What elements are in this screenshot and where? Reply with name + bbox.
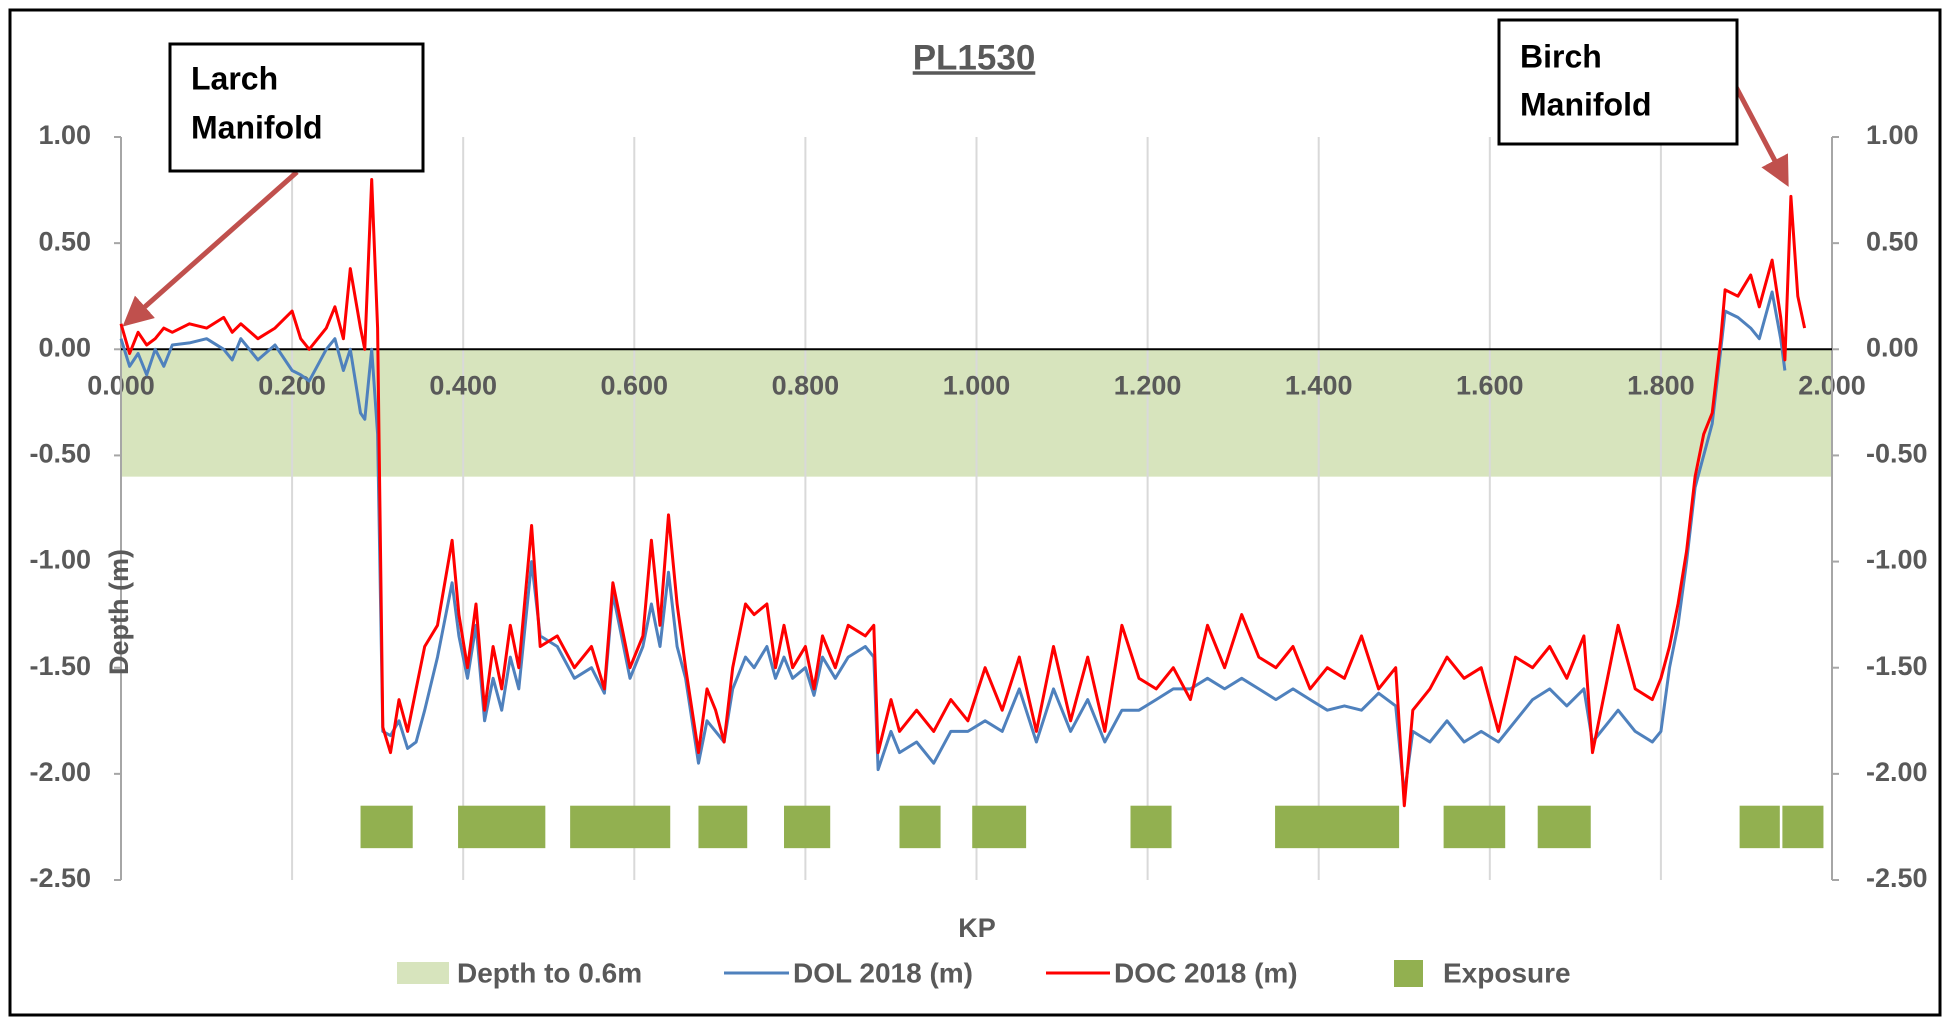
exposure xyxy=(1537,805,1591,849)
y2-tick-label: 1.00 xyxy=(1866,120,1919,150)
exposure xyxy=(698,805,748,849)
chart-title: PL1530 xyxy=(913,38,1036,77)
y-tick-label: -2.00 xyxy=(29,757,91,787)
x-tick-label: 1.200 xyxy=(1114,370,1182,400)
x-tick-label: 0.800 xyxy=(772,370,840,400)
y-tick-label: 0.50 xyxy=(38,226,91,256)
exposure xyxy=(784,805,831,849)
exposure xyxy=(1130,805,1172,849)
y2-tick-label: -1.00 xyxy=(1866,545,1928,575)
legend-label: DOL 2018 (m) xyxy=(793,957,973,988)
y-tick-label: -1.50 xyxy=(29,651,91,681)
x-axis-label: KP xyxy=(958,913,996,943)
y-tick-label: -2.50 xyxy=(29,863,91,893)
exposure xyxy=(1443,805,1506,849)
exposure xyxy=(570,805,671,849)
x-tick-label: 1.800 xyxy=(1627,370,1695,400)
y2-tick-label: -2.00 xyxy=(1866,757,1928,787)
annotation-text: Manifold xyxy=(1520,86,1652,122)
y2-tick-label: 0.50 xyxy=(1866,226,1919,256)
y2-tick-label: 0.00 xyxy=(1866,332,1919,362)
legend-label: DOC 2018 (m) xyxy=(1114,957,1298,988)
legend-swatch xyxy=(397,962,449,984)
legend-label: Exposure xyxy=(1443,957,1571,988)
plot-area: 0.000 0.200 0.400 0.600 0.800 1.000 1.200 1.400… xyxy=(29,120,1927,893)
x-tick-label: 0.200 xyxy=(258,370,326,400)
exposure xyxy=(899,805,941,849)
legend-swatch xyxy=(1394,960,1423,987)
annotation-text: Larch xyxy=(191,60,278,96)
exposure xyxy=(1739,805,1780,849)
legend-label: Depth to 0.6m xyxy=(457,957,642,988)
exposure xyxy=(458,805,546,849)
x-tick-label: 1.400 xyxy=(1285,370,1353,400)
exposure xyxy=(360,805,413,849)
y-tick-label: -1.00 xyxy=(29,545,91,575)
exposure xyxy=(1782,805,1824,849)
annotation-arrow xyxy=(1732,83,1789,187)
annotation-box xyxy=(168,42,425,173)
x-tick-label: 0.400 xyxy=(429,370,497,400)
exposure xyxy=(972,805,1027,849)
y-axis-label: Depth (m) xyxy=(104,549,134,675)
legend: Depth to 0.6m DOL 2018 (m) DOC 2018 (m) … xyxy=(397,957,1571,988)
x-tick-label: 1.000 xyxy=(943,370,1011,400)
y-tick-label: 0.00 xyxy=(38,332,91,362)
y-tick-label: 1.00 xyxy=(38,120,91,150)
y2-tick-label: -2.50 xyxy=(1866,863,1928,893)
annotation-text: Birch xyxy=(1520,38,1602,74)
x-tick-label: 0.600 xyxy=(601,370,669,400)
annotation-text: Manifold xyxy=(191,109,323,145)
x-tick-label: 1.600 xyxy=(1456,370,1524,400)
series-line xyxy=(119,290,1787,797)
exposure xyxy=(1275,805,1400,849)
y-tick-label: -0.50 xyxy=(29,439,91,469)
annotation-arrow xyxy=(122,170,299,327)
annotation-box xyxy=(1497,18,1739,146)
series-line xyxy=(119,178,1807,808)
y2-tick-label: -1.50 xyxy=(1866,651,1928,681)
y2-tick-label: -0.50 xyxy=(1866,439,1928,469)
